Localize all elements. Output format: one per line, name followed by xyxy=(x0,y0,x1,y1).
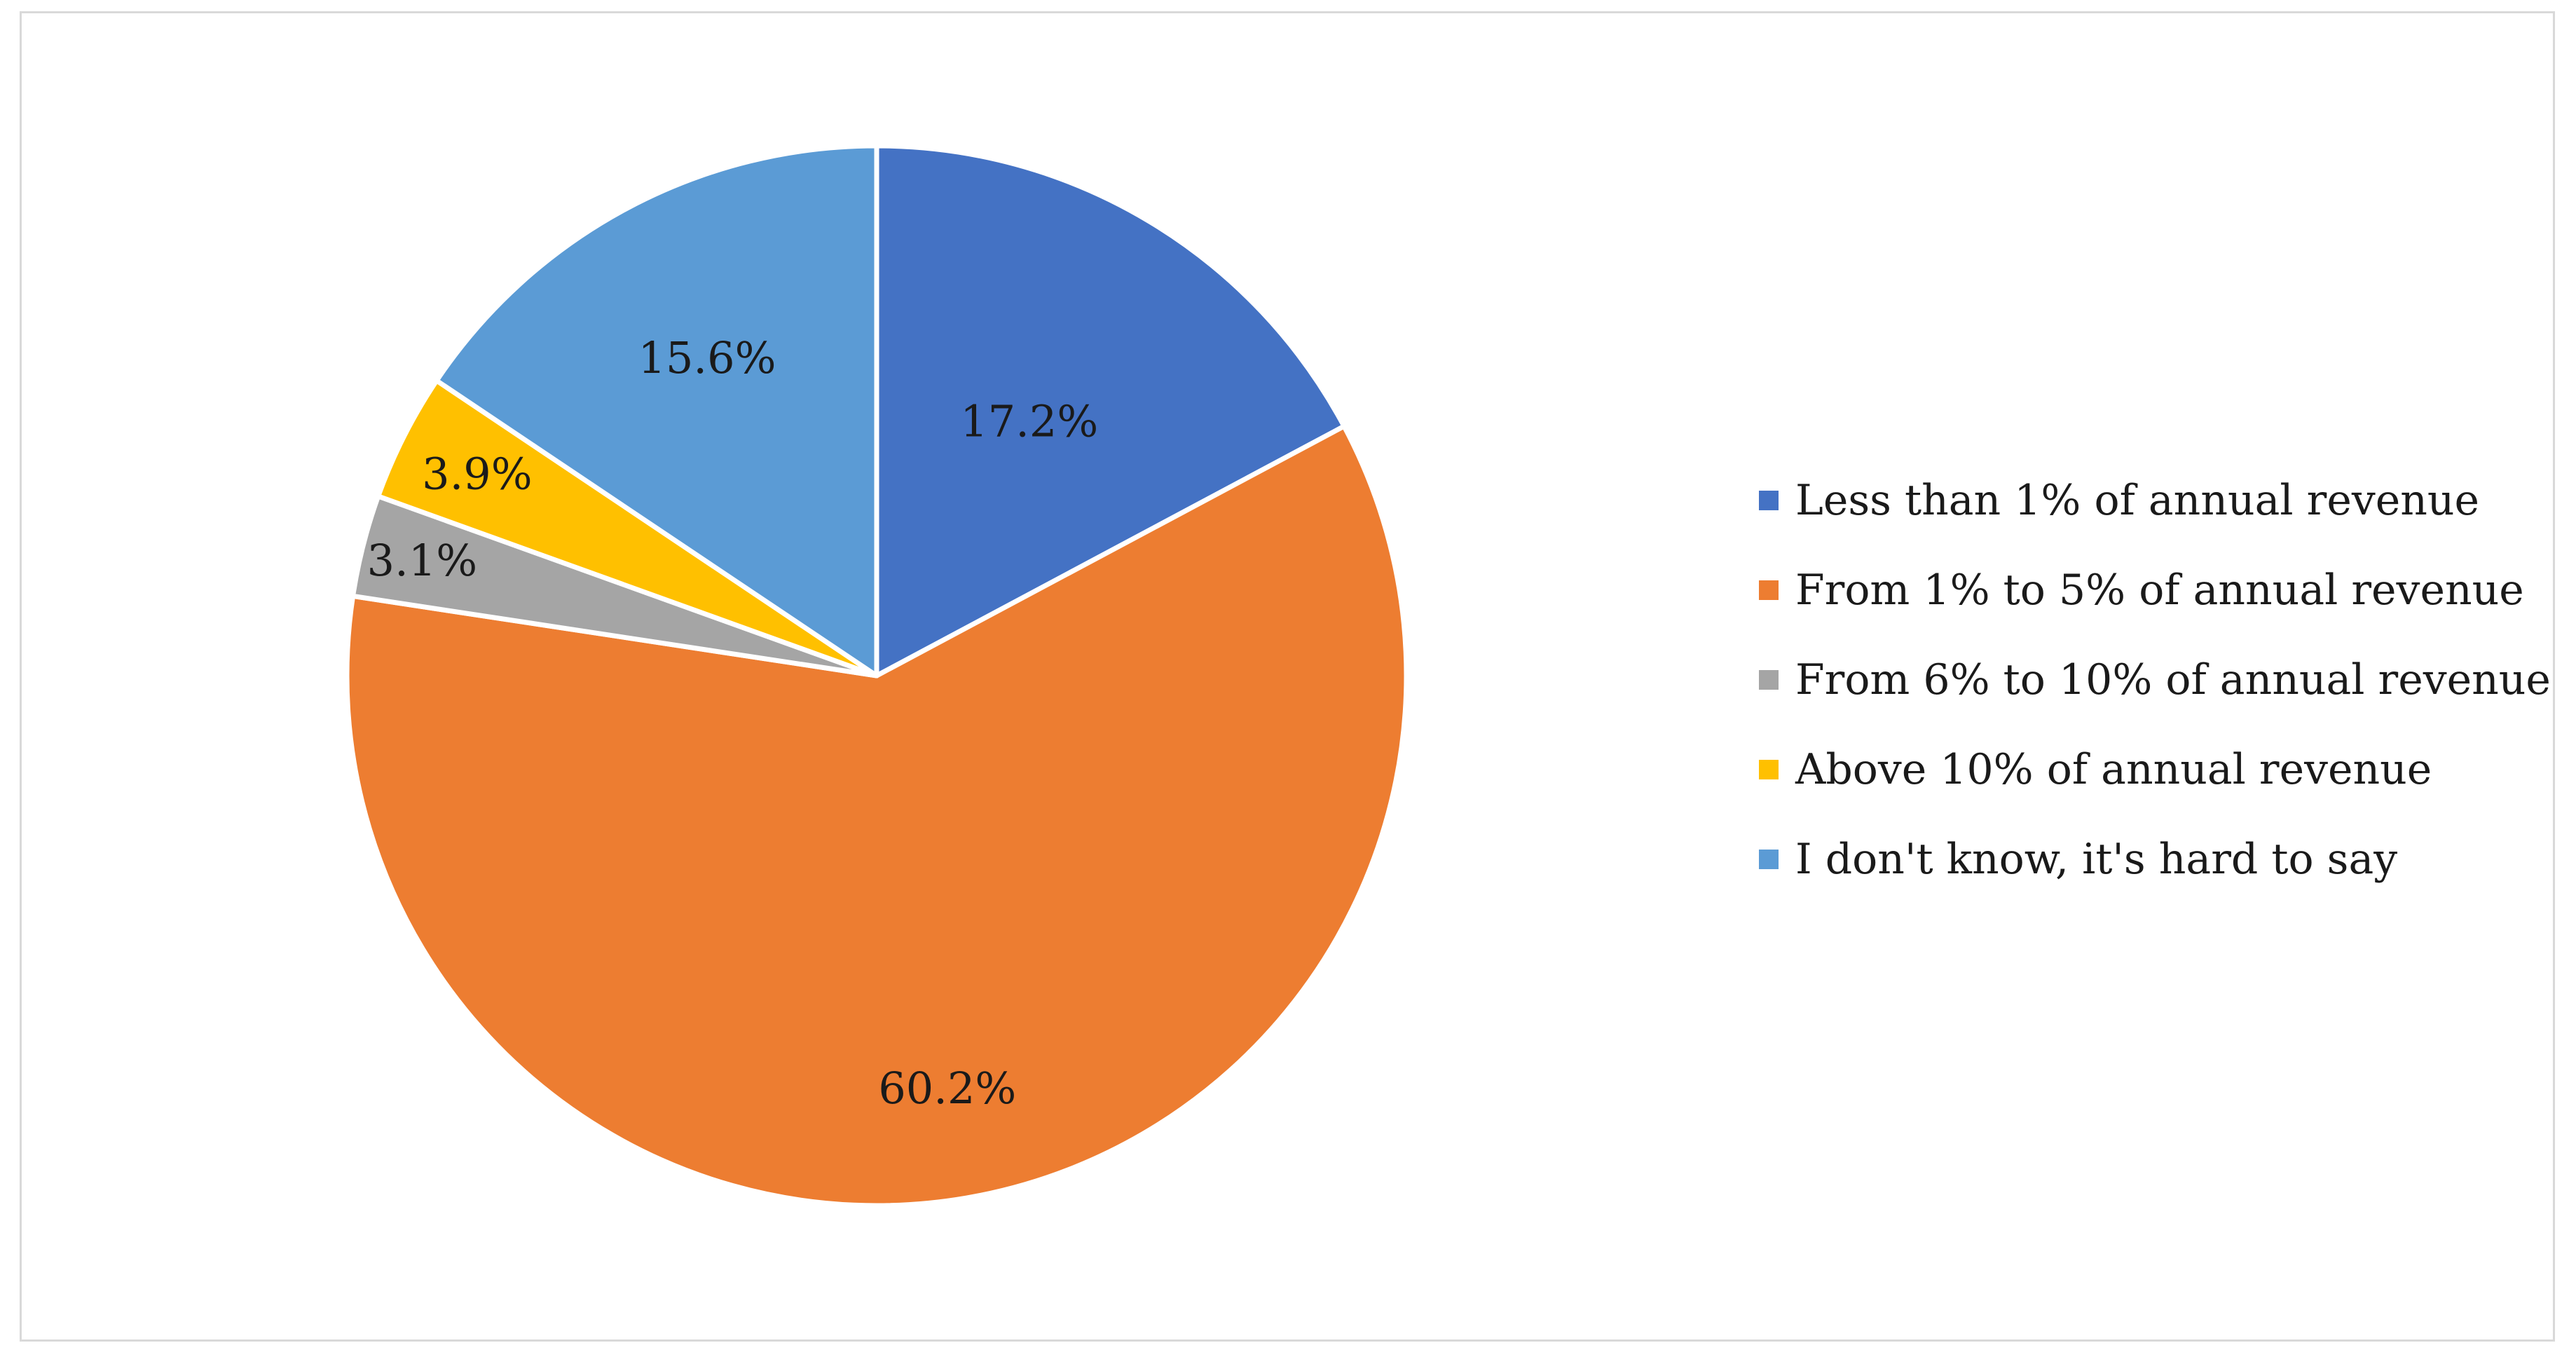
pie-slice-label: 3.1% xyxy=(367,535,478,586)
legend-swatch xyxy=(1759,760,1779,779)
pie-slice xyxy=(434,143,879,678)
legend-label: From 1% to 5% of annual revenue xyxy=(1795,566,2524,615)
legend-item: From 1% to 5% of annual revenue xyxy=(1759,545,2558,635)
legend-label: Above 10% of annual revenue xyxy=(1795,745,2432,794)
legend-item: I don't know, it's hard to say xyxy=(1759,814,2558,904)
legend-label: From 6% to 10% of annual revenue xyxy=(1795,655,2551,704)
legend-label: Less than 1% of annual revenue xyxy=(1795,476,2480,525)
pie-slice xyxy=(376,378,879,678)
legend-item: From 6% to 10% of annual revenue xyxy=(1759,635,2558,725)
legend-swatch xyxy=(1759,580,1779,600)
legend-label: I don't know, it's hard to say xyxy=(1795,835,2398,884)
legend-item: Less than 1% of annual revenue xyxy=(1759,456,2558,545)
pie-slice-label: 15.6% xyxy=(638,332,776,383)
legend-item: Above 10% of annual revenue xyxy=(1759,725,2558,814)
pie-slice-label: 60.2% xyxy=(878,1063,1016,1114)
pie-slice-label: 17.2% xyxy=(960,395,1098,446)
legend-swatch xyxy=(1759,670,1779,690)
pie-slice-labels: 17.2% 60.2% 3.1% 3.9% 15.6% xyxy=(367,332,1099,1114)
pie-slice xyxy=(344,423,1409,1208)
pie-slice xyxy=(874,143,1347,678)
legend-swatch xyxy=(1759,850,1779,869)
pie-slices xyxy=(344,143,1409,1208)
legend-swatch xyxy=(1759,491,1779,510)
chart-legend: Less than 1% of annual revenue From 1% t… xyxy=(1759,456,2558,904)
pie-slice-label: 3.9% xyxy=(422,448,533,499)
